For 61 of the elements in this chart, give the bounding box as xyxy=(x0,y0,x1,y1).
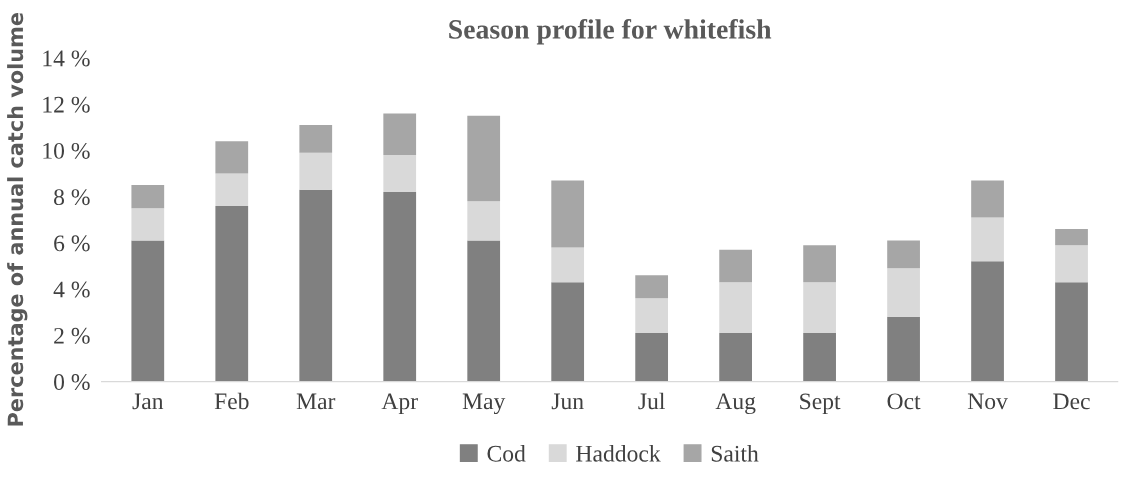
bar xyxy=(383,113,417,156)
x-tick-label: Oct xyxy=(887,393,921,410)
bar xyxy=(719,282,752,334)
bar xyxy=(467,240,501,382)
bar xyxy=(215,205,249,382)
y-tick-label: 8 % xyxy=(54,189,90,206)
bar xyxy=(887,316,920,382)
y-tick-label: 6 % xyxy=(54,235,90,252)
bar xyxy=(887,240,920,269)
bar xyxy=(803,245,836,283)
legend-label: Saith xyxy=(711,445,759,462)
bar xyxy=(635,298,669,334)
x-tick-label: Feb xyxy=(214,392,249,410)
bar xyxy=(887,268,920,317)
x-tick-label: Aug xyxy=(715,393,756,415)
bar xyxy=(971,217,1004,262)
bar xyxy=(635,333,669,382)
x-tick-label: Dec xyxy=(1053,393,1090,410)
legend-label: Haddock xyxy=(576,445,661,462)
bar xyxy=(131,185,165,209)
bar xyxy=(299,124,333,153)
x-tick-label: Jun xyxy=(551,393,584,410)
bar xyxy=(467,201,501,241)
bar xyxy=(551,180,585,248)
x-tick-label: Jul xyxy=(638,392,665,410)
bar xyxy=(467,115,501,202)
x-tick-label: Jan xyxy=(132,393,164,410)
y-tick-label: 12 % xyxy=(43,96,90,113)
bar xyxy=(971,180,1004,218)
bar xyxy=(1055,245,1088,283)
y-tick-label: 10 % xyxy=(43,142,90,159)
legend-label: Cod xyxy=(487,445,526,462)
bar xyxy=(551,247,585,283)
chart-title: Season profile for whitefish xyxy=(449,18,772,45)
x-tick-label: Mar xyxy=(296,393,336,410)
bar xyxy=(299,189,333,382)
bar xyxy=(299,152,333,190)
bar xyxy=(1055,282,1088,382)
y-tick-label: 0 % xyxy=(54,374,90,391)
x-tick-label: Apr xyxy=(381,393,418,415)
bar xyxy=(803,333,836,382)
bar xyxy=(131,240,165,382)
bar xyxy=(803,282,836,334)
bar xyxy=(551,282,585,382)
bar xyxy=(383,192,417,382)
x-tick-label: Nov xyxy=(967,393,1008,410)
bar xyxy=(215,173,249,206)
bar xyxy=(215,141,249,174)
bar xyxy=(719,249,752,283)
bar xyxy=(131,208,165,241)
x-tick-label: Sept xyxy=(800,393,841,415)
bar xyxy=(719,333,752,382)
bar xyxy=(971,261,1004,382)
bar xyxy=(1055,229,1088,246)
bar xyxy=(383,155,417,193)
y-tick-label: 2 % xyxy=(54,327,90,344)
x-tick-label: May xyxy=(462,393,506,415)
y-tick-label: 14 % xyxy=(43,50,90,67)
bar xyxy=(635,275,669,299)
y-tick-label: 4 % xyxy=(53,281,90,298)
y-axis-title: Percentage of annual catch volume xyxy=(7,13,28,426)
